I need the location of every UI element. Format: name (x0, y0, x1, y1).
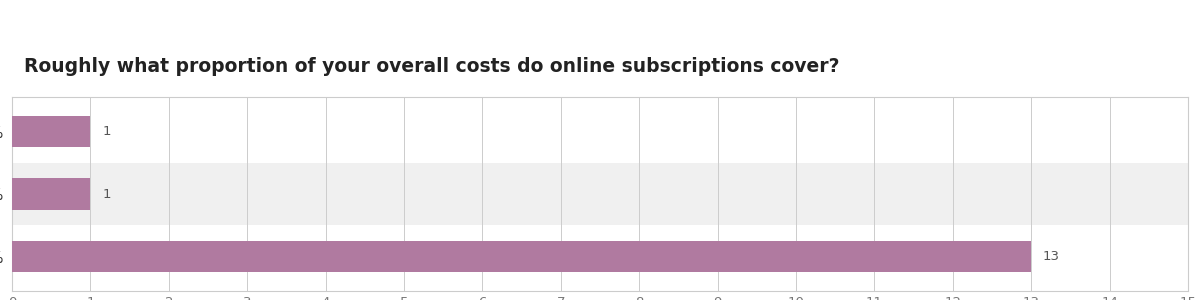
Text: 13: 13 (1043, 250, 1060, 263)
Bar (12, 100, 1188, 163)
Text: 1: 1 (102, 125, 110, 138)
Text: 1: 1 (102, 188, 110, 201)
Text: Roughly what proportion of your overall costs do online subscriptions cover?: Roughly what proportion of your overall … (24, 57, 839, 76)
Bar (12, 163, 1188, 225)
Bar (12, 116, 90, 147)
Bar (12, 241, 1031, 272)
Bar (12, 225, 1188, 288)
Bar (12, 178, 90, 210)
